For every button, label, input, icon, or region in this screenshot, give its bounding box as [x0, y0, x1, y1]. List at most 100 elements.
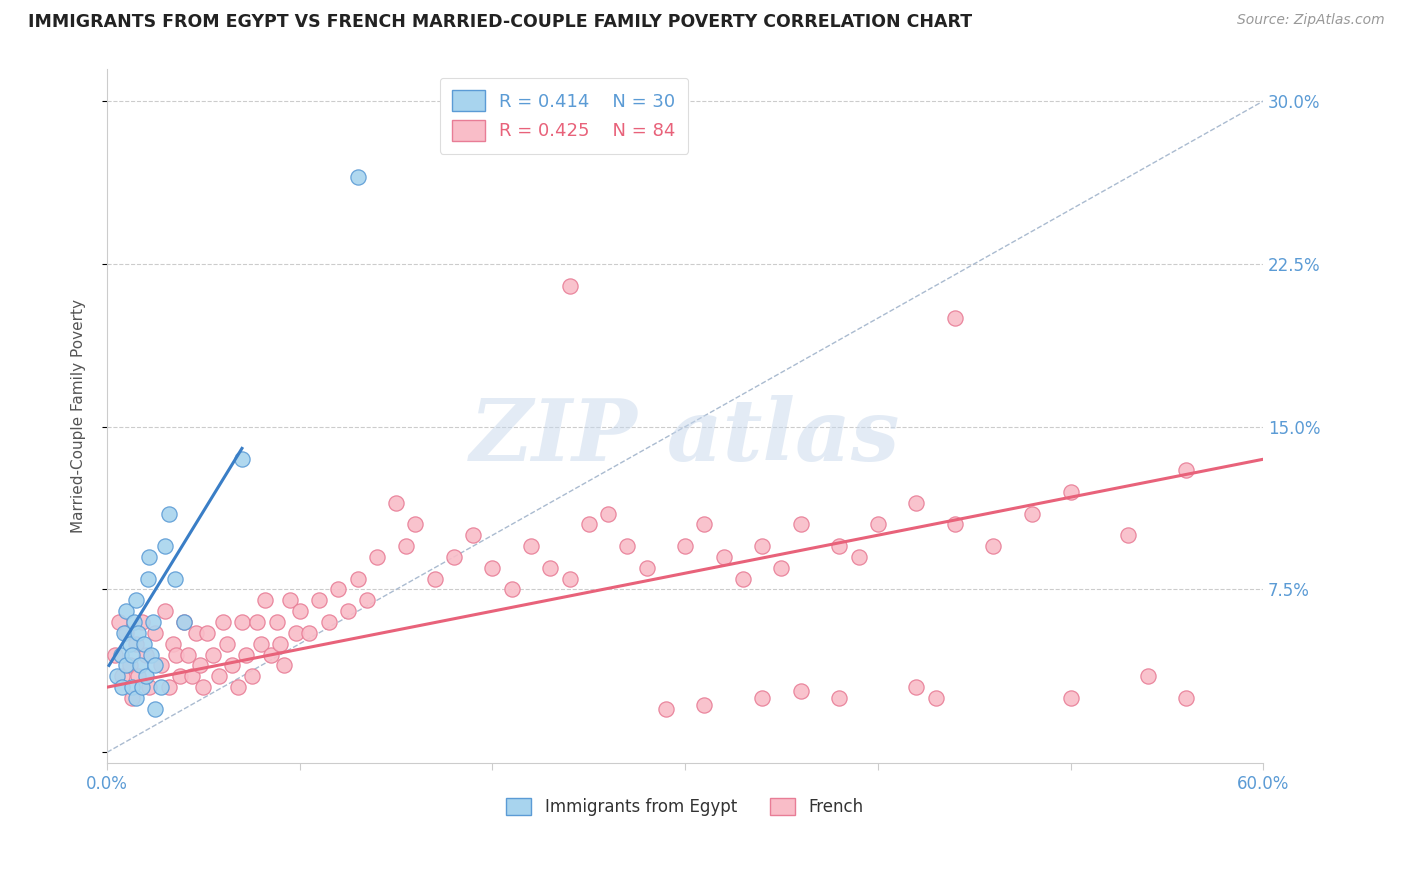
- Point: [308, 593, 330, 607]
- Text: Source: ZipAtlas.com: Source: ZipAtlas.com: [1237, 13, 1385, 28]
- Point: [180, 669, 202, 683]
- Point: [125, 637, 148, 651]
- Point: [924, 691, 946, 706]
- Point: [1175, 691, 1198, 706]
- Point: [150, 680, 173, 694]
- Y-axis label: Married-Couple Family Poverty: Married-Couple Family Poverty: [72, 299, 86, 533]
- Point: [278, 593, 301, 607]
- Point: [163, 572, 186, 586]
- Point: [905, 680, 928, 694]
- Point: [790, 684, 813, 698]
- Point: [143, 626, 166, 640]
- Point: [250, 637, 273, 651]
- Point: [105, 669, 128, 683]
- Point: [138, 549, 160, 564]
- Point: [202, 648, 225, 662]
- Point: [905, 496, 928, 510]
- Point: [1021, 507, 1043, 521]
- Point: [366, 549, 388, 564]
- Point: [848, 549, 870, 564]
- Point: [120, 637, 142, 651]
- Point: [318, 615, 340, 629]
- Point: [983, 539, 1005, 553]
- Point: [128, 658, 150, 673]
- Point: [142, 615, 165, 629]
- Point: [443, 549, 465, 564]
- Point: [240, 669, 263, 683]
- Point: [153, 539, 176, 553]
- Point: [135, 648, 157, 662]
- Point: [135, 669, 157, 683]
- Point: [153, 604, 176, 618]
- Point: [208, 669, 231, 683]
- Point: [231, 452, 253, 467]
- Point: [125, 691, 148, 706]
- Point: [121, 680, 143, 694]
- Point: [173, 615, 195, 629]
- Point: [132, 637, 155, 651]
- Point: [423, 572, 446, 586]
- Point: [162, 637, 184, 651]
- Point: [260, 648, 283, 662]
- Point: [111, 680, 134, 694]
- Point: [266, 615, 288, 629]
- Point: [943, 311, 966, 326]
- Point: [558, 278, 581, 293]
- Point: [193, 680, 215, 694]
- Text: ZIP atlas: ZIP atlas: [470, 395, 900, 478]
- Point: [121, 691, 143, 706]
- Point: [731, 572, 754, 586]
- Point: [288, 604, 311, 618]
- Point: [143, 658, 166, 673]
- Point: [616, 539, 638, 553]
- Point: [254, 593, 277, 607]
- Point: [1118, 528, 1140, 542]
- Point: [395, 539, 418, 553]
- Point: [463, 528, 485, 542]
- Point: [115, 658, 138, 673]
- Point: [188, 658, 211, 673]
- Point: [404, 517, 426, 532]
- Point: [770, 561, 793, 575]
- Point: [165, 648, 187, 662]
- Point: [790, 517, 813, 532]
- Point: [943, 517, 966, 532]
- Point: [273, 658, 295, 673]
- Point: [122, 615, 145, 629]
- Point: [751, 539, 773, 553]
- Point: [141, 648, 163, 662]
- Point: [481, 561, 503, 575]
- Point: [127, 669, 149, 683]
- Point: [195, 626, 218, 640]
- Point: [269, 637, 291, 651]
- Point: [127, 626, 149, 640]
- Point: [211, 615, 233, 629]
- Point: [693, 698, 716, 712]
- Legend: Immigrants from Egypt, French: Immigrants from Egypt, French: [498, 789, 872, 824]
- Point: [828, 691, 851, 706]
- Point: [751, 691, 773, 706]
- Point: [693, 517, 716, 532]
- Point: [596, 507, 619, 521]
- Point: [120, 658, 142, 673]
- Point: [143, 702, 166, 716]
- Point: [112, 626, 135, 640]
- Point: [110, 648, 132, 662]
- Point: [169, 669, 191, 683]
- Point: [131, 680, 153, 694]
- Point: [1136, 669, 1159, 683]
- Point: [111, 669, 134, 683]
- Point: [246, 615, 269, 629]
- Point: [231, 615, 253, 629]
- Point: [713, 549, 735, 564]
- Point: [184, 626, 207, 640]
- Point: [336, 604, 359, 618]
- Point: [173, 615, 195, 629]
- Point: [866, 517, 889, 532]
- Point: [138, 680, 160, 694]
- Point: [558, 572, 581, 586]
- Point: [157, 507, 180, 521]
- Point: [107, 615, 129, 629]
- Point: [346, 169, 368, 184]
- Point: [328, 582, 350, 597]
